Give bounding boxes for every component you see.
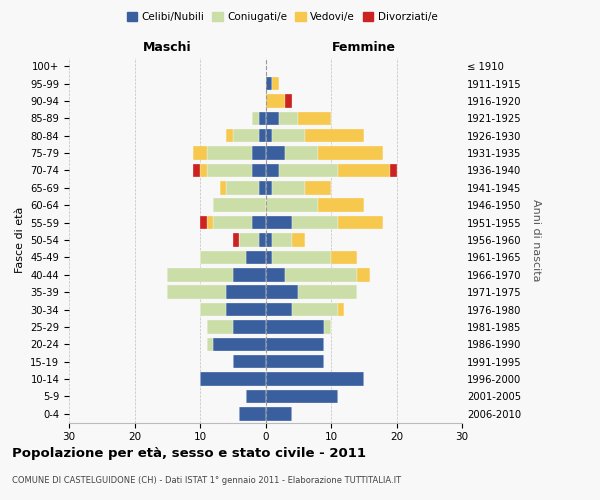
- Bar: [265, 146, 285, 160]
- Bar: [265, 338, 325, 351]
- Text: Femmine: Femmine: [332, 41, 396, 54]
- Bar: [239, 407, 265, 420]
- Bar: [253, 216, 265, 230]
- Bar: [259, 129, 265, 142]
- Bar: [292, 216, 338, 230]
- Bar: [292, 302, 338, 316]
- Bar: [265, 233, 272, 247]
- Y-axis label: Fasce di età: Fasce di età: [14, 207, 25, 273]
- Bar: [390, 164, 397, 177]
- Bar: [226, 286, 265, 299]
- Bar: [167, 268, 233, 281]
- Bar: [357, 268, 370, 281]
- Bar: [265, 268, 285, 281]
- Bar: [272, 129, 305, 142]
- Y-axis label: Anni di nascita: Anni di nascita: [531, 198, 541, 281]
- Bar: [265, 372, 364, 386]
- Bar: [265, 250, 272, 264]
- Bar: [278, 164, 338, 177]
- Bar: [265, 94, 285, 108]
- Bar: [318, 198, 364, 212]
- Bar: [338, 164, 390, 177]
- Bar: [331, 250, 357, 264]
- Bar: [226, 129, 233, 142]
- Bar: [298, 286, 357, 299]
- Bar: [265, 129, 272, 142]
- Bar: [206, 164, 253, 177]
- Bar: [318, 146, 383, 160]
- Bar: [233, 129, 259, 142]
- Bar: [265, 286, 298, 299]
- Bar: [272, 250, 331, 264]
- Bar: [338, 302, 344, 316]
- Bar: [200, 216, 206, 230]
- Bar: [265, 407, 292, 420]
- Bar: [259, 112, 265, 125]
- Bar: [206, 146, 253, 160]
- Bar: [265, 320, 325, 334]
- Bar: [278, 112, 298, 125]
- Bar: [226, 181, 259, 194]
- Text: Popolazione per età, sesso e stato civile - 2011: Popolazione per età, sesso e stato civil…: [12, 448, 366, 460]
- Bar: [305, 129, 364, 142]
- Bar: [213, 216, 253, 230]
- Bar: [265, 198, 318, 212]
- Bar: [233, 320, 265, 334]
- Bar: [285, 94, 292, 108]
- Bar: [246, 250, 265, 264]
- Bar: [167, 286, 226, 299]
- Bar: [338, 216, 383, 230]
- Bar: [265, 112, 278, 125]
- Bar: [200, 302, 226, 316]
- Legend: Celibi/Nubili, Coniugati/e, Vedovi/e, Divorziati/e: Celibi/Nubili, Coniugati/e, Vedovi/e, Di…: [122, 8, 442, 26]
- Bar: [246, 390, 265, 403]
- Bar: [265, 164, 278, 177]
- Bar: [325, 320, 331, 334]
- Bar: [265, 77, 272, 90]
- Bar: [233, 268, 265, 281]
- Bar: [265, 216, 292, 230]
- Bar: [305, 181, 331, 194]
- Bar: [200, 250, 246, 264]
- Text: COMUNE DI CASTELGUIDONE (CH) - Dati ISTAT 1° gennaio 2011 - Elaborazione TUTTITA: COMUNE DI CASTELGUIDONE (CH) - Dati ISTA…: [12, 476, 401, 485]
- Bar: [233, 355, 265, 368]
- Bar: [213, 198, 265, 212]
- Bar: [285, 146, 318, 160]
- Bar: [253, 164, 265, 177]
- Bar: [206, 338, 213, 351]
- Bar: [265, 355, 325, 368]
- Bar: [239, 233, 259, 247]
- Bar: [272, 233, 292, 247]
- Bar: [265, 390, 338, 403]
- Bar: [220, 181, 226, 194]
- Bar: [200, 372, 265, 386]
- Bar: [292, 233, 305, 247]
- Bar: [272, 77, 278, 90]
- Bar: [272, 181, 305, 194]
- Bar: [265, 181, 272, 194]
- Bar: [253, 112, 259, 125]
- Bar: [213, 338, 265, 351]
- Bar: [193, 146, 206, 160]
- Bar: [253, 146, 265, 160]
- Bar: [233, 233, 239, 247]
- Bar: [285, 268, 357, 281]
- Bar: [200, 164, 206, 177]
- Bar: [193, 164, 200, 177]
- Bar: [206, 320, 233, 334]
- Bar: [298, 112, 331, 125]
- Bar: [259, 233, 265, 247]
- Bar: [226, 302, 265, 316]
- Bar: [206, 216, 213, 230]
- Bar: [265, 302, 292, 316]
- Bar: [259, 181, 265, 194]
- Text: Maschi: Maschi: [143, 41, 191, 54]
